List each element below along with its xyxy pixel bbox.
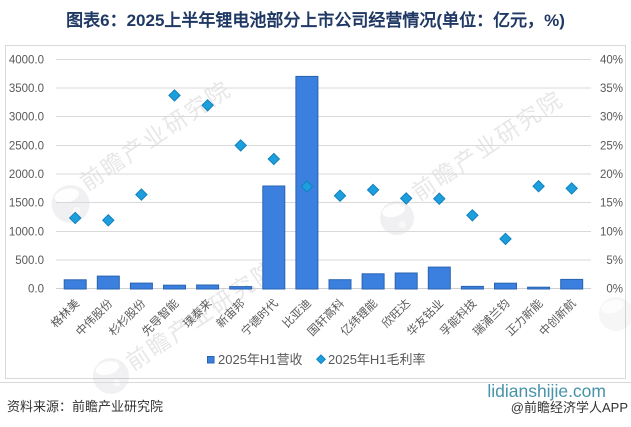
svg-text:2500.0: 2500.0	[9, 141, 44, 153]
svg-text:25%: 25%	[600, 141, 623, 153]
svg-text:宁德时代: 宁德时代	[238, 296, 281, 339]
svg-text:20%: 20%	[600, 169, 623, 181]
svg-text:2000.0: 2000.0	[9, 169, 44, 181]
svg-text:35%: 35%	[600, 83, 623, 95]
svg-text:2025年H1营收: 2025年H1营收	[218, 352, 303, 367]
svg-text:3500.0: 3500.0	[9, 83, 44, 95]
svg-text:10%: 10%	[600, 227, 623, 239]
svg-text:4000.0: 4000.0	[9, 55, 44, 67]
svg-text:1500.0: 1500.0	[9, 198, 44, 210]
svg-text:中创新航: 中创新航	[536, 296, 579, 339]
svg-text:1000.0: 1000.0	[9, 227, 44, 239]
svg-text:0.0: 0.0	[28, 284, 44, 296]
svg-text:5%: 5%	[606, 255, 623, 267]
svg-text:亿纬锂能: 亿纬锂能	[338, 296, 381, 339]
svg-text:格林美: 格林美	[48, 296, 83, 331]
svg-text:40%: 40%	[600, 55, 623, 67]
svg-text:3000.0: 3000.0	[9, 112, 44, 124]
svg-text:500.0: 500.0	[15, 255, 44, 267]
svg-text:前瞻产业研究院: 前瞻产业研究院	[75, 75, 236, 195]
svg-text:2025年H1毛利率: 2025年H1毛利率	[328, 352, 426, 367]
svg-text:0%: 0%	[606, 284, 623, 296]
svg-text:比亚迪: 比亚迪	[280, 297, 314, 331]
svg-text:欣旺达: 欣旺达	[379, 296, 414, 331]
svg-text:30%: 30%	[600, 112, 623, 124]
svg-text:15%: 15%	[600, 198, 623, 210]
